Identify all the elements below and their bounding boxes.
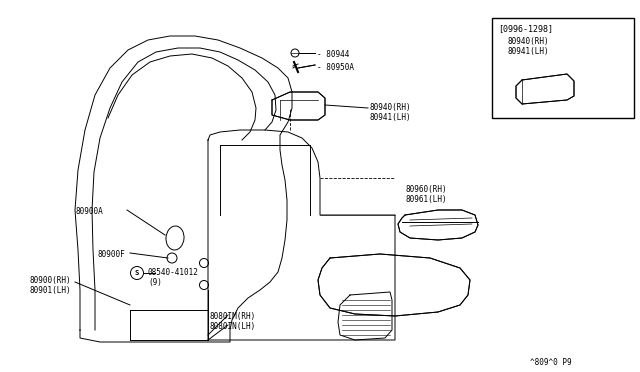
Polygon shape (318, 254, 470, 316)
Bar (492, 18, 634, 118)
Text: 80900A: 80900A (75, 207, 103, 216)
Text: 08540-41012: 08540-41012 (148, 268, 199, 277)
Polygon shape (272, 92, 325, 120)
Text: - 80950A: - 80950A (317, 63, 354, 72)
Text: 80961(LH): 80961(LH) (405, 195, 447, 204)
Text: 80940(RH): 80940(RH) (370, 103, 412, 112)
Polygon shape (398, 210, 478, 240)
Text: ^809^0 P9: ^809^0 P9 (530, 358, 572, 367)
Text: 8080IN(LH): 8080IN(LH) (210, 322, 256, 331)
Text: 80901(LH): 80901(LH) (30, 286, 72, 295)
Text: [0996-1298]: [0996-1298] (498, 24, 553, 33)
Text: 80900F: 80900F (97, 250, 125, 259)
Text: 8080IM(RH): 8080IM(RH) (210, 312, 256, 321)
Text: 80900(RH): 80900(RH) (30, 276, 72, 285)
Text: - 80944: - 80944 (317, 50, 349, 59)
Text: 80940(RH): 80940(RH) (508, 37, 550, 46)
Polygon shape (516, 74, 574, 104)
Text: S: S (135, 270, 139, 276)
Text: (9): (9) (148, 278, 162, 287)
Text: 80941(LH): 80941(LH) (370, 113, 412, 122)
Text: 80941(LH): 80941(LH) (508, 47, 550, 56)
Text: 80960(RH): 80960(RH) (405, 185, 447, 194)
